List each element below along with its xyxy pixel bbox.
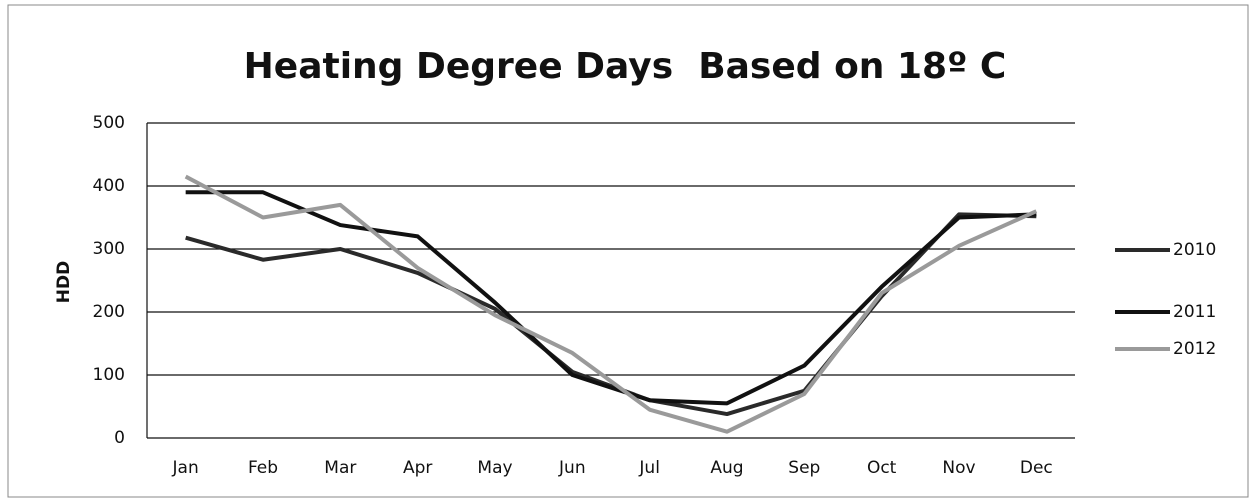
chart-title: Heating Degree Days Based on 18º C (244, 46, 1007, 87)
x-tick-label: Oct (867, 458, 897, 478)
y-tick-label: 400 (93, 176, 125, 196)
x-tick-label: Feb (248, 458, 278, 478)
y-tick-label: 500 (93, 113, 125, 133)
x-tick-label: Nov (942, 458, 975, 478)
series-line (185, 190, 1037, 406)
legend-label: 2011 (1173, 302, 1216, 322)
y-tick-label: 200 (93, 302, 125, 322)
legend-label: 2012 (1173, 339, 1216, 359)
x-tick-label: Jan (172, 458, 199, 478)
series-line (184, 174, 1038, 434)
y-axis-label: HDD (54, 261, 74, 303)
x-tick-label: Apr (403, 458, 432, 478)
chart-frame (7, 4, 1249, 498)
x-tick-label: May (477, 458, 512, 478)
x-tick-label: Jul (638, 458, 660, 478)
series-line (185, 212, 1037, 417)
x-tick-label: Aug (710, 458, 743, 478)
x-tick-label: Mar (324, 458, 356, 478)
y-tick-label: 300 (93, 239, 125, 259)
x-tick-label: Dec (1020, 458, 1053, 478)
x-tick-label: Jun (558, 458, 586, 478)
y-tick-label: 0 (114, 428, 125, 448)
legend-label: 2010 (1173, 240, 1216, 260)
x-tick-label: Sep (788, 458, 820, 478)
y-tick-label: 100 (93, 365, 125, 385)
